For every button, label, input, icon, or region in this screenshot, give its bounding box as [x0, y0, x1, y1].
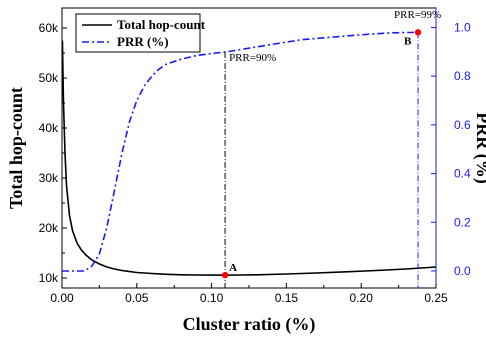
y-left-tick-label: 10k	[39, 271, 59, 285]
y-left-tick-label: 50k	[39, 71, 59, 85]
series-layer	[61, 31, 437, 276]
x-tick-label: 0.20	[350, 291, 374, 305]
point-b-marker	[414, 29, 422, 36]
x-axis-title: Cluster ratio (%)	[183, 314, 316, 335]
marked-points: AB	[221, 29, 422, 279]
y-right-tick-label: 0.2	[454, 215, 471, 229]
series-line-hop-count	[61, 40, 437, 276]
annotation-prr-90: PRR=90%	[229, 52, 276, 64]
series-line-prr	[62, 31, 419, 272]
x-tick-label: 0.05	[125, 291, 149, 305]
annotation-prr-99: PRR=99%	[394, 9, 441, 21]
y-left-tick-label: 60k	[39, 21, 59, 35]
y-right-tick-label: 0.6	[454, 118, 471, 132]
legend-label-prr: PRR (%)	[117, 34, 169, 49]
x-tick-label: 0.10	[200, 291, 224, 305]
legend-label-hop-count: Total hop-count	[117, 17, 206, 32]
x-tick-label: 0.00	[50, 291, 74, 305]
reference-lines: PRR=90% PRR=99%	[224, 9, 441, 288]
point-a-marker	[221, 271, 229, 279]
y-axis-right-title: PRR (%)	[472, 112, 486, 183]
x-tick-label: 0.25	[424, 291, 448, 305]
y-left-tick-label: 20k	[39, 221, 59, 235]
legend-box	[75, 13, 201, 53]
y-right-tick-label: 0.8	[454, 69, 471, 83]
y-right-tick-label: 0.4	[454, 167, 471, 181]
y-right-tick-label: 1.0	[454, 20, 471, 34]
y-right-tick-label: 0.0	[454, 264, 471, 278]
point-b-label: B	[404, 35, 412, 47]
y-left-tick-label: 40k	[39, 121, 59, 135]
legend: Total hop-count PRR (%)	[75, 13, 206, 53]
y-axis-left-title: Total hop-count	[6, 87, 26, 209]
x-tick-label: 0.15	[275, 291, 299, 305]
y-left-tick-label: 30k	[39, 171, 59, 185]
point-a-label: A	[229, 262, 237, 274]
axis-ticks: 0.00 0.05 0.10 0.15 0.20 0.25 10k 20k 30k 40k 50k 6…	[39, 20, 471, 305]
